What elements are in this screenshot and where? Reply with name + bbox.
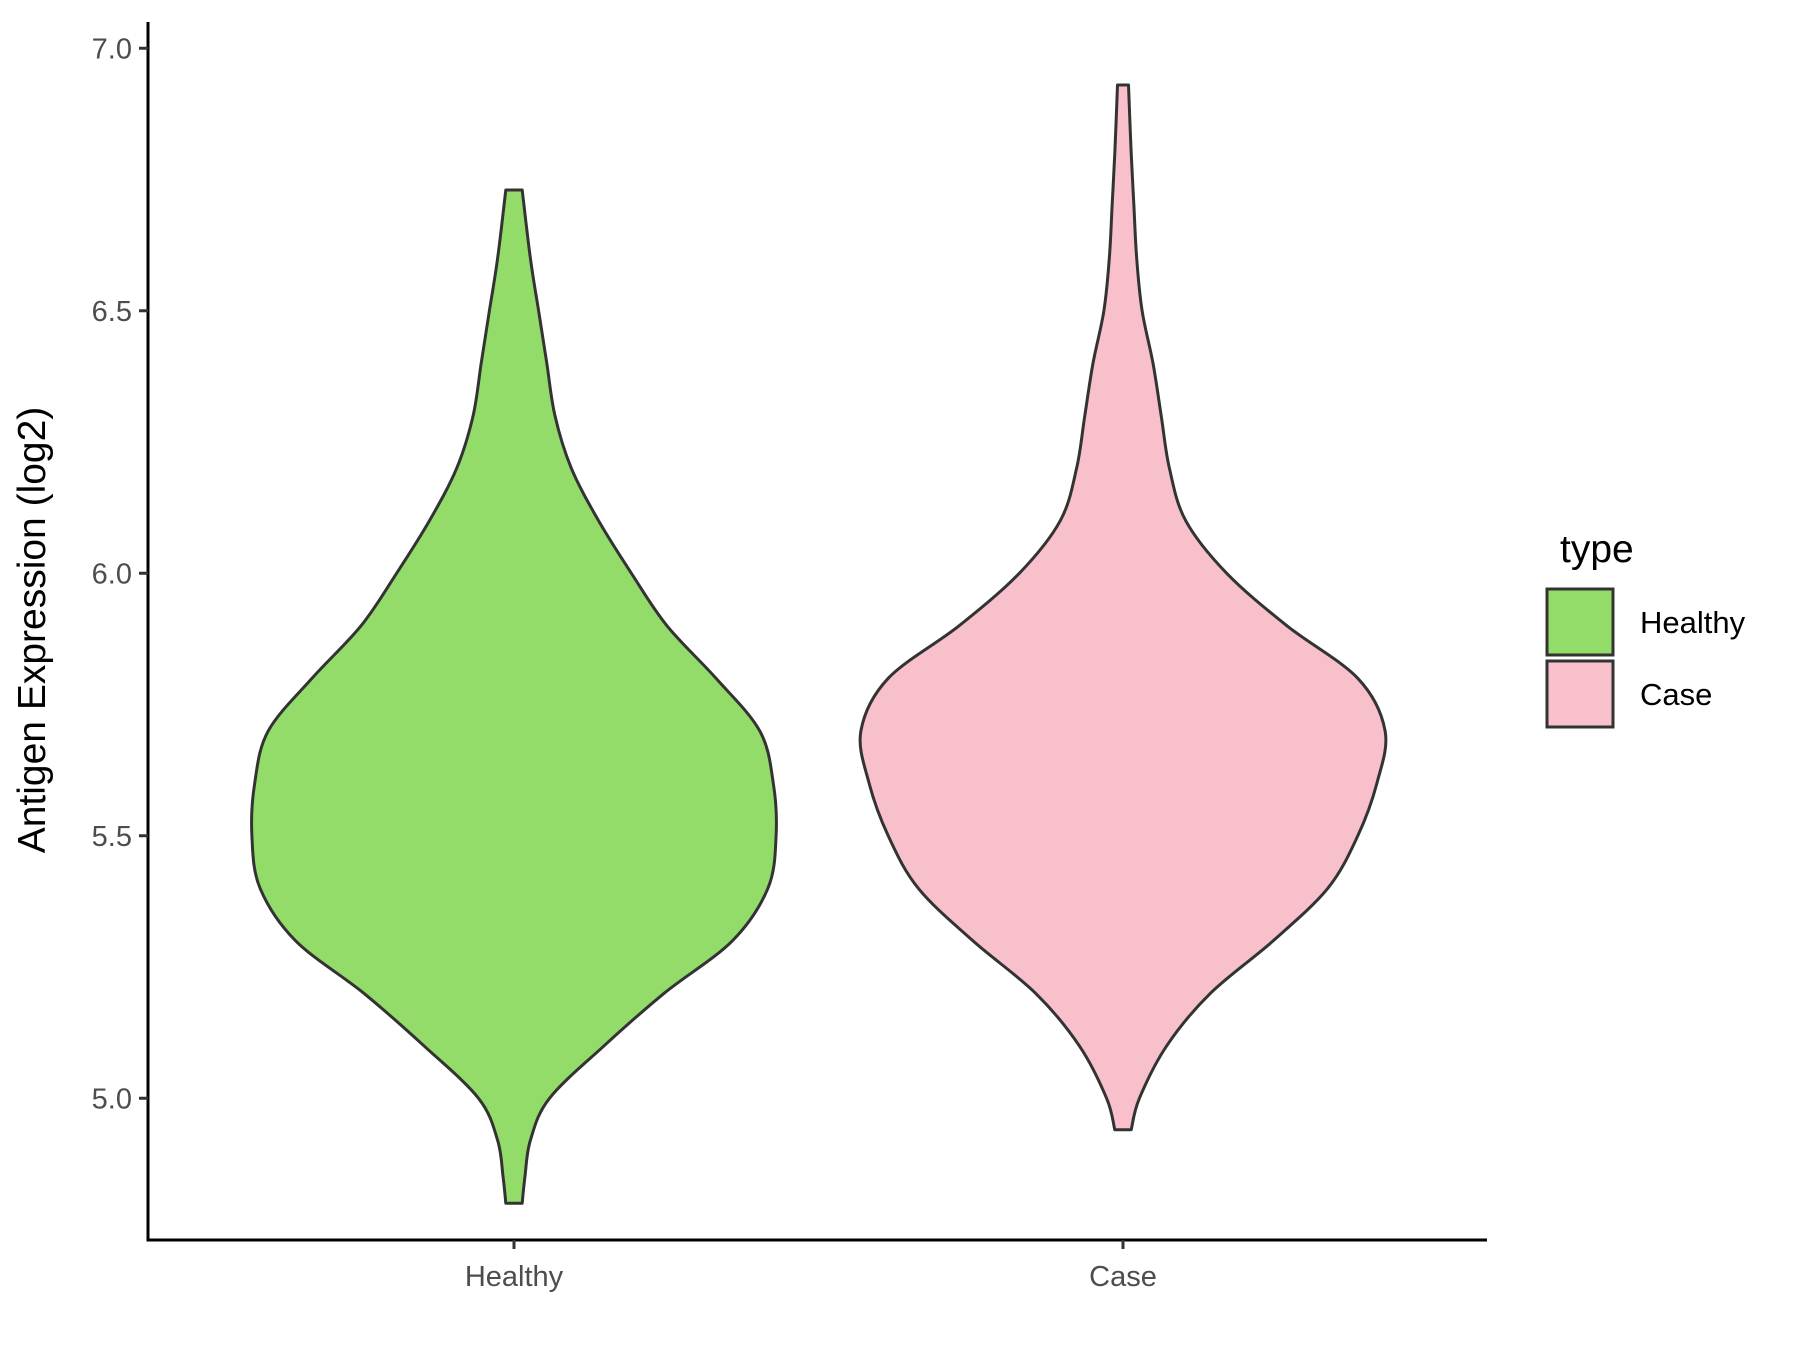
y-tick-label: 7.0 <box>92 33 132 65</box>
x-tick-label: Case <box>1089 1261 1157 1293</box>
y-tick-label: 6.5 <box>92 296 132 328</box>
violins <box>250 83 1388 1205</box>
y-axis-title: Antigen Expression (log2) <box>11 407 54 854</box>
legend-swatch <box>1545 587 1615 657</box>
y-tick-label: 5.0 <box>92 1083 132 1115</box>
y-tick-label: 5.5 <box>92 821 132 853</box>
x-ticks: Healthy Case <box>465 1240 1157 1293</box>
plot-area: 5.0 5.5 6.0 6.5 7.0 Healthy Case <box>92 22 1487 1293</box>
x-axis: Healthy Case <box>146 1238 1487 1293</box>
y-tick-label: 6.0 <box>92 558 132 590</box>
legend-swatch <box>1545 659 1615 729</box>
legend-title: type <box>1560 528 1634 571</box>
legend-label: Healthy <box>1640 605 1746 640</box>
violin-case <box>858 83 1388 1132</box>
legend-entries: Healthy Case <box>1545 587 1746 729</box>
violin-healthy <box>250 188 778 1205</box>
y-axis: 5.0 5.5 6.0 6.5 7.0 <box>92 22 150 1240</box>
x-tick-label: Healthy <box>465 1261 564 1293</box>
y-ticks: 5.0 5.5 6.0 6.5 7.0 <box>92 33 148 1115</box>
legend: type Healthy Case <box>1545 528 1746 729</box>
legend-label: Case <box>1640 677 1712 712</box>
